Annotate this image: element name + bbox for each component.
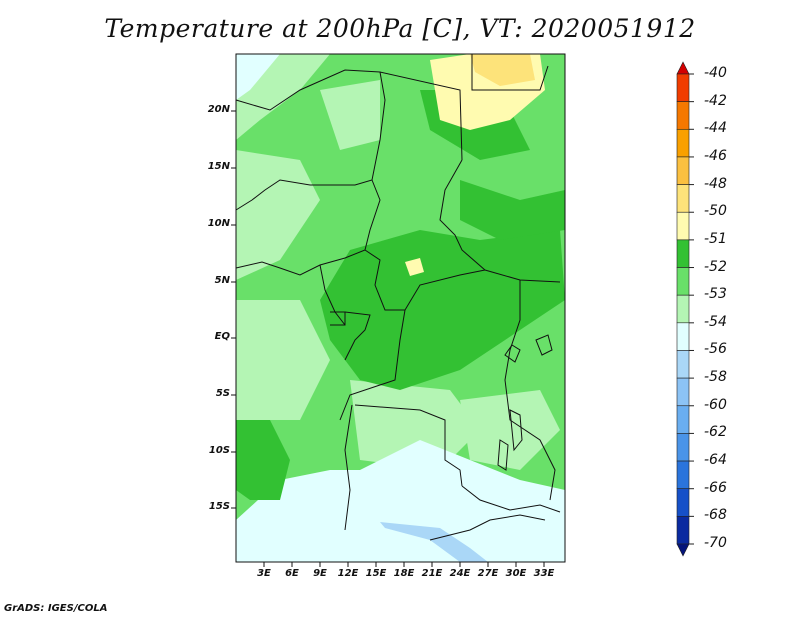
colorbar-label: -53 xyxy=(704,286,727,303)
colorbar-swatch xyxy=(676,211,690,241)
colorbar-swatch xyxy=(676,405,690,434)
colorbar-label: -44 xyxy=(704,120,727,137)
colorbar-label: -58 xyxy=(704,369,727,386)
colorbar-swatch xyxy=(676,73,690,102)
colorbar-label: -54 xyxy=(704,313,727,330)
map-field xyxy=(236,54,565,562)
lat-label-eq: EQ xyxy=(214,331,230,342)
country-borders xyxy=(235,54,561,541)
lon-label-27e: 27E xyxy=(477,568,499,579)
colorbar-swatch xyxy=(676,460,690,490)
colorbar-label: -40 xyxy=(704,65,727,81)
lon-ticks xyxy=(263,562,545,567)
lon-label-9e: 9E xyxy=(313,568,327,579)
colorbar-swatch xyxy=(676,101,690,130)
lat-label-5n: 5N xyxy=(214,275,230,286)
colorbar-label: -60 xyxy=(704,396,727,413)
lakes xyxy=(497,334,553,471)
colorbar-label: -66 xyxy=(704,479,727,496)
lat-label-10n: 10N xyxy=(207,218,230,229)
colorbar-swatch xyxy=(676,294,690,324)
colorbar-swatch xyxy=(676,516,690,545)
colorbar-swatch xyxy=(676,433,690,462)
lon-label-12e: 12E xyxy=(337,568,359,579)
colorbar-swatch-bottom xyxy=(676,543,690,557)
colorbar-label: -70 xyxy=(704,535,727,551)
colorbar-label: -68 xyxy=(704,507,727,524)
lat-label-15n: 15N xyxy=(207,161,230,172)
colorbar-label: -46 xyxy=(704,147,727,164)
colorbar-label: -62 xyxy=(704,424,727,441)
map-frame xyxy=(235,53,566,563)
lon-label-6e: 6E xyxy=(285,568,299,579)
lat-label-10s: 10S xyxy=(208,445,230,456)
lon-label-33e: 33E xyxy=(533,568,555,579)
colorbar-swatch xyxy=(676,488,690,517)
map-title: Temperature at 200hPa [C], VT: 202005191… xyxy=(104,14,696,43)
colorbar-label: -48 xyxy=(704,175,727,192)
colorbar-swatch xyxy=(676,156,690,185)
colorbar-swatch xyxy=(676,184,690,213)
lon-label-24e: 24E xyxy=(449,568,471,579)
credit-text: GrADS: IGES/COLA xyxy=(4,603,108,614)
lon-label-3e: 3E xyxy=(257,568,271,579)
colorbar xyxy=(676,61,694,557)
colorbar-swatch xyxy=(676,128,690,158)
colorbar-label: -64 xyxy=(704,452,727,469)
colorbar-swatch xyxy=(676,322,690,351)
colorbar-label: -50 xyxy=(704,203,727,220)
lat-label-20n: 20N xyxy=(207,104,230,115)
colorbar-swatch-top xyxy=(676,61,690,75)
lon-label-15e: 15E xyxy=(365,568,387,579)
colorbar-swatch xyxy=(676,350,690,379)
colorbar-label: -51 xyxy=(704,230,727,247)
lat-label-15s: 15S xyxy=(208,501,230,512)
lon-label-18e: 18E xyxy=(393,568,415,579)
colorbar-swatch xyxy=(676,239,690,268)
colorbar-label: -52 xyxy=(704,258,727,275)
colorbar-swatch xyxy=(676,377,690,407)
lat-ticks xyxy=(231,110,236,509)
colorbar-label: -56 xyxy=(704,341,727,358)
lat-label-5s: 5S xyxy=(215,388,230,399)
colorbar-swatch xyxy=(676,267,690,296)
colorbar-label: -42 xyxy=(704,92,727,109)
lon-label-21e: 21E xyxy=(421,568,443,579)
lon-label-30e: 30E xyxy=(505,568,527,579)
